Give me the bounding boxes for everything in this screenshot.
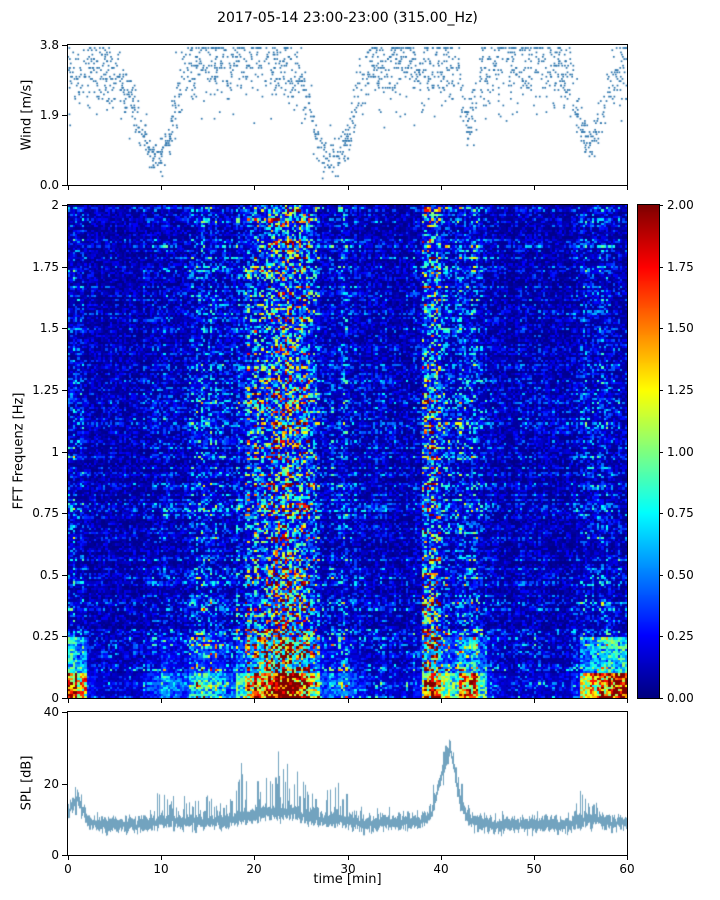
wind-scatter-plot xyxy=(67,44,628,186)
tick-label: 2.00 xyxy=(667,198,694,212)
tick-mark xyxy=(254,186,255,190)
spl-y-axis-label: SPL [dB] xyxy=(19,755,35,811)
tick-mark xyxy=(161,699,162,703)
tick-mark xyxy=(68,699,69,703)
wind-y-axis-label: Wind [m/s] xyxy=(19,79,35,151)
tick-mark xyxy=(534,699,535,703)
tick-label: 0.0 xyxy=(39,178,59,192)
tick-label: 0.5 xyxy=(39,568,59,582)
tick-mark xyxy=(348,186,349,190)
tick-mark xyxy=(68,186,69,190)
tick-mark xyxy=(627,856,628,860)
tick-mark xyxy=(161,856,162,860)
tick-label: 0.75 xyxy=(667,506,694,520)
tick-label: 1.75 xyxy=(32,260,59,274)
tick-mark xyxy=(627,699,628,703)
tick-mark xyxy=(627,186,628,190)
tick-label: 0.00 xyxy=(667,691,694,705)
tick-mark xyxy=(534,186,535,190)
tick-label: 1.5 xyxy=(39,321,59,335)
tick-label: 1 xyxy=(51,445,59,459)
tick-mark xyxy=(348,856,349,860)
tick-label: 0.25 xyxy=(32,629,59,643)
tick-mark xyxy=(254,856,255,860)
spectrogram-plot xyxy=(67,204,628,699)
tick-label: 1.25 xyxy=(667,383,694,397)
tick-label: 0 xyxy=(51,691,59,705)
tick-label: 0.50 xyxy=(667,568,694,582)
tick-label: 1.00 xyxy=(667,445,694,459)
figure-title: 2017-05-14 23:00-23:00 (315.00_Hz) xyxy=(217,10,478,26)
colorbar xyxy=(637,204,660,699)
tick-mark xyxy=(254,699,255,703)
tick-label: 1.75 xyxy=(667,260,694,274)
tick-label: 3.8 xyxy=(39,38,59,52)
tick-label: 0 xyxy=(51,848,59,862)
tick-mark xyxy=(441,856,442,860)
tick-label: 0.75 xyxy=(32,506,59,520)
tick-label: 1.9 xyxy=(39,108,59,122)
tick-mark xyxy=(441,186,442,190)
spl-line-plot xyxy=(67,711,628,856)
x-axis-label: time [min] xyxy=(313,872,382,887)
spectrogram-y-axis-label: FFT Frequenz [Hz] xyxy=(11,392,27,510)
tick-label: 40 xyxy=(43,705,59,719)
tick-mark xyxy=(348,699,349,703)
tick-label: 2 xyxy=(51,198,59,212)
tick-mark xyxy=(161,186,162,190)
tick-mark xyxy=(68,856,69,860)
tick-label: 20 xyxy=(43,777,59,791)
tick-mark xyxy=(441,699,442,703)
tick-label: 1.50 xyxy=(667,321,694,335)
tick-label: 1.25 xyxy=(32,383,59,397)
tick-mark xyxy=(534,856,535,860)
tick-label: 0.25 xyxy=(667,629,694,643)
